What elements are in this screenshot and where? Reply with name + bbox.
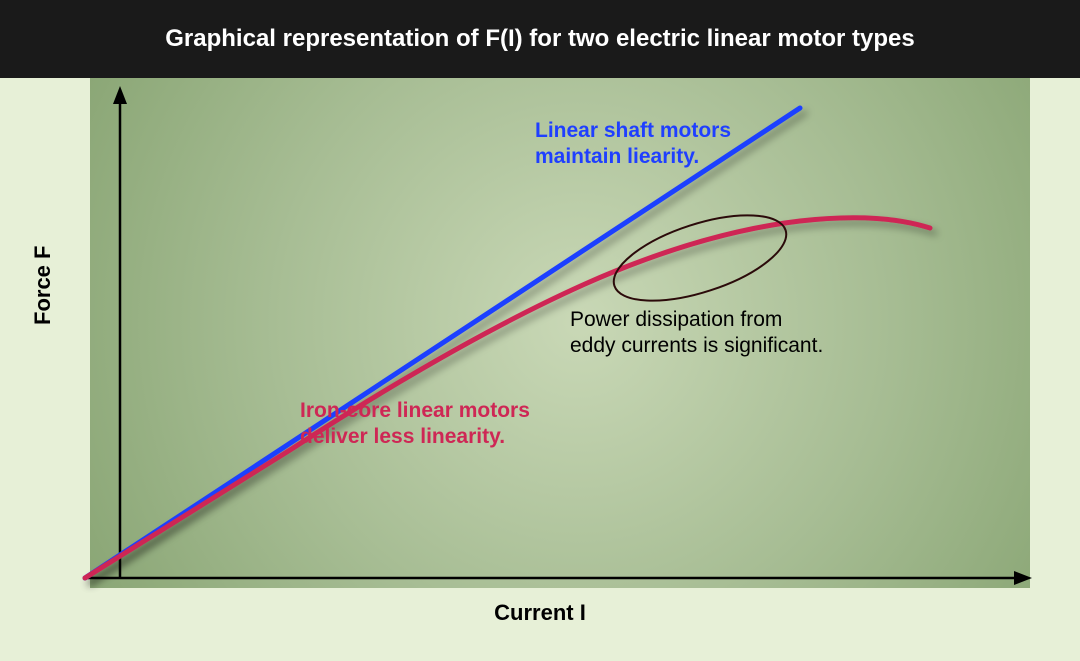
annotation-iron-core: Iron-core linear motors deliver less lin… [300,398,530,451]
annotation-line: maintain liearity. [535,145,699,168]
annotation-line: Power dissipation from [570,308,782,331]
chart-title: Graphical representation of F(I) for two… [165,25,914,53]
annotation-linear-shaft: Linear shaft motors maintain liearity. [535,118,731,171]
x-axis-label: Current I [0,600,1080,626]
annotation-eddy: Power dissipation from eddy currents is … [570,307,823,360]
header-bar: Graphical representation of F(I) for two… [0,0,1080,78]
annotation-line: eddy currents is significant. [570,334,823,357]
annotation-line: deliver less linearity. [300,425,505,448]
annotation-line: Linear shaft motors [535,119,731,142]
y-axis-label: Force F [30,246,56,325]
annotation-line: Iron-core linear motors [300,399,530,422]
